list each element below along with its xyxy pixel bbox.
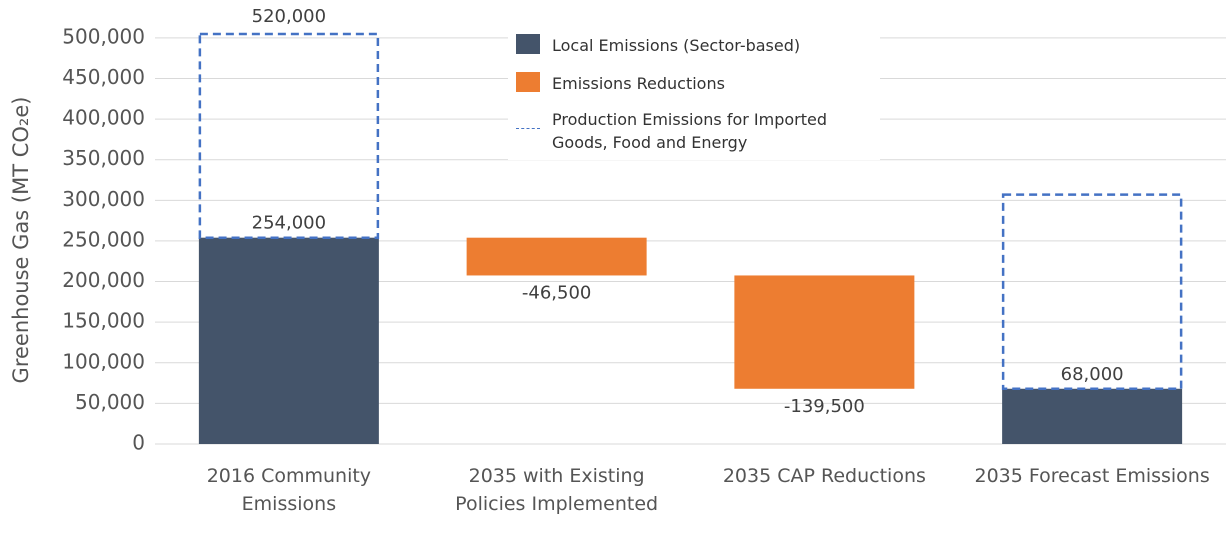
data-label: 68,000 [1061, 364, 1124, 385]
legend-swatch [516, 34, 540, 54]
x-tick-label: 2035 with Existing Policies Implemented [455, 465, 659, 515]
legend-item: Local Emissions (Sector-based) [516, 34, 882, 57]
y-tick-label: 150,000 [62, 309, 145, 333]
legend: Local Emissions (Sector-based) Emissions … [508, 26, 880, 160]
y-tick-label: 50,000 [75, 390, 145, 414]
y-tick-label: 500,000 [62, 24, 145, 48]
data-label: 254,000 [252, 213, 326, 234]
y-tick-label: 0 [132, 431, 145, 455]
x-tick-label: 2016 Community Emissions [206, 465, 372, 515]
y-tick-label: 400,000 [62, 106, 145, 130]
y-tick-label: 450,000 [62, 65, 145, 89]
legend-item: Production Emissions for Imported Goods,… [516, 108, 882, 154]
y-tick-label: 350,000 [62, 146, 145, 170]
x-tick-label: 2035 CAP Reductions [722, 465, 926, 487]
data-label: -139,500 [784, 396, 865, 417]
dashed-box [198, 32, 380, 239]
y-tick-label: 300,000 [62, 187, 145, 211]
legend-label: Local Emissions (Sector-based) [552, 36, 801, 55]
legend-item: Emissions Reductions [516, 72, 882, 95]
legend-swatch [516, 72, 540, 92]
y-axis-title: Greenhouse Gas (MT CO₂e) [9, 97, 33, 384]
y-tick-label: 100,000 [62, 349, 145, 373]
legend-label: Production Emissions for Imported Goods,… [552, 110, 828, 152]
data-label: 520,000 [252, 6, 326, 27]
bar [198, 237, 379, 444]
x-tick-label: 2035 Forecast Emissions [974, 465, 1210, 487]
y-tick-label: 250,000 [62, 227, 145, 251]
bar [1002, 388, 1183, 444]
dashed-box [1001, 193, 1183, 391]
bar [466, 237, 647, 276]
bar [734, 275, 915, 389]
data-label: -46,500 [522, 282, 591, 303]
y-tick-label: 200,000 [62, 268, 145, 292]
legend-label: Emissions Reductions [552, 74, 725, 93]
legend-swatch [516, 128, 540, 129]
